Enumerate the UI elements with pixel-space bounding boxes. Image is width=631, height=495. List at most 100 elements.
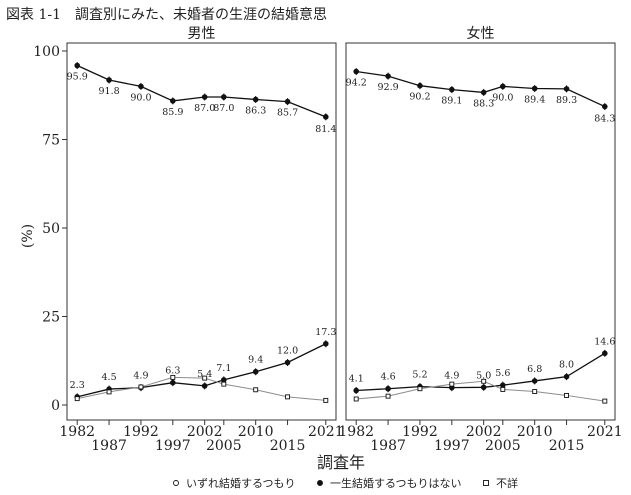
data-label: 5.0 xyxy=(476,370,491,381)
panel-female: 女性 1982 1992 2002 2010 2021 1987 1997 2005 2015 94… xyxy=(338,25,622,454)
data-label: 89.1 xyxy=(441,96,462,107)
x-tick-label: 1987 xyxy=(370,438,406,454)
data-point xyxy=(480,89,487,96)
data-point xyxy=(500,83,506,90)
data-point xyxy=(106,77,112,83)
data-point xyxy=(480,384,487,391)
data-label: 90.0 xyxy=(130,92,151,103)
data-point xyxy=(202,375,208,381)
axes: 0 25 50 75 100 xyxy=(33,44,67,414)
x-tick-label: 2021 xyxy=(587,424,623,440)
data-label: 12.0 xyxy=(277,346,298,357)
data-label: 5.6 xyxy=(495,368,510,379)
data-point xyxy=(253,387,259,393)
data-point xyxy=(323,340,329,347)
legend-marker xyxy=(173,480,179,486)
data-point xyxy=(323,114,329,120)
data-point xyxy=(353,396,359,402)
data-point xyxy=(563,86,570,92)
data-point xyxy=(385,385,391,392)
data-label: 4.9 xyxy=(133,371,148,382)
data-label: 85.9 xyxy=(162,107,183,118)
data-label: 7.1 xyxy=(216,363,231,374)
data-point xyxy=(564,392,570,398)
data-point xyxy=(284,359,291,366)
x-tick-label: 2005 xyxy=(485,438,521,454)
data-label: 6.3 xyxy=(165,366,180,377)
data-point xyxy=(531,85,538,92)
x-tick-label: 2002 xyxy=(187,424,223,440)
y-tick-label: 100 xyxy=(33,44,60,60)
data-point xyxy=(602,350,608,357)
data-label: 91.8 xyxy=(98,86,119,97)
x-tick-label: 2005 xyxy=(206,438,242,454)
data-point xyxy=(221,377,227,383)
data-label: 86.3 xyxy=(245,105,266,116)
panel-male: 男性 1982 1992 2002 2010 2021 1987 1997 2005 2015 95… xyxy=(59,26,343,454)
y-axis-label: (%) xyxy=(20,224,36,248)
panel-frame xyxy=(345,42,616,421)
legend-label: 一生結婚するつもりはない xyxy=(330,476,462,490)
data-label: 87.0 xyxy=(213,103,234,114)
data-point xyxy=(481,378,487,384)
x-tick-label: 2021 xyxy=(308,424,344,440)
x-tick-label: 1982 xyxy=(59,424,95,440)
x-tick-label: 2002 xyxy=(466,424,502,440)
figure-title: 図表 1-1 調査別にみた、未婚者の生涯の結婚意思 xyxy=(6,7,327,23)
legend-marker xyxy=(483,480,489,486)
data-label: 90.2 xyxy=(409,92,430,103)
data-point xyxy=(602,103,608,110)
x-tick-label: 2015 xyxy=(270,438,306,454)
data-point xyxy=(353,68,359,75)
legend-marker xyxy=(317,480,323,486)
data-point xyxy=(417,82,423,89)
series-line xyxy=(356,380,605,402)
data-point xyxy=(284,98,291,105)
data-label: 9.4 xyxy=(248,355,263,366)
data-point xyxy=(563,373,570,380)
data-label: 5.4 xyxy=(197,369,212,380)
x-tick-label: 1992 xyxy=(123,424,159,440)
y-tick-label: 50 xyxy=(42,221,60,237)
data-point xyxy=(602,398,608,404)
data-label: 94.2 xyxy=(346,78,367,89)
y-tick-label: 75 xyxy=(42,133,60,149)
data-label: 89.3 xyxy=(556,95,577,106)
data-point xyxy=(385,73,391,79)
data-label: 8.0 xyxy=(559,360,574,371)
panel-title: 男性 xyxy=(188,26,216,42)
data-point xyxy=(449,381,455,387)
data-point xyxy=(417,386,423,392)
data-label: 2.3 xyxy=(70,380,85,391)
data-label: 88.3 xyxy=(473,98,494,109)
data-point xyxy=(449,86,455,93)
x-tick-label: 1997 xyxy=(434,438,470,454)
data-label: 6.8 xyxy=(527,364,542,375)
data-label: 4.1 xyxy=(349,373,364,384)
x-tick-label: 2010 xyxy=(238,424,274,440)
data-point xyxy=(385,393,391,399)
x-tick-label: 2010 xyxy=(517,424,553,440)
data-label: 81.4 xyxy=(315,124,336,135)
data-label: 90.0 xyxy=(492,92,513,103)
data-point xyxy=(106,389,112,395)
data-label: 85.7 xyxy=(277,108,298,119)
data-point xyxy=(170,374,176,380)
data-point xyxy=(285,394,291,400)
data-point xyxy=(221,381,227,387)
data-label: 4.6 xyxy=(381,372,396,383)
x-tick-label: 1992 xyxy=(402,424,438,440)
data-point xyxy=(74,62,80,69)
y-tick-label: 25 xyxy=(42,310,60,326)
data-label: 17.3 xyxy=(315,327,336,338)
data-point xyxy=(201,383,208,389)
data-label: 14.6 xyxy=(594,336,615,347)
x-tick-label: 2015 xyxy=(549,438,585,454)
x-axis-label: 調査年 xyxy=(317,453,365,472)
data-point xyxy=(170,98,176,104)
data-point xyxy=(531,378,538,384)
y-tick-label: 0 xyxy=(51,398,60,414)
data-point xyxy=(353,387,359,394)
data-point xyxy=(252,368,259,375)
data-label: 92.9 xyxy=(377,82,398,93)
